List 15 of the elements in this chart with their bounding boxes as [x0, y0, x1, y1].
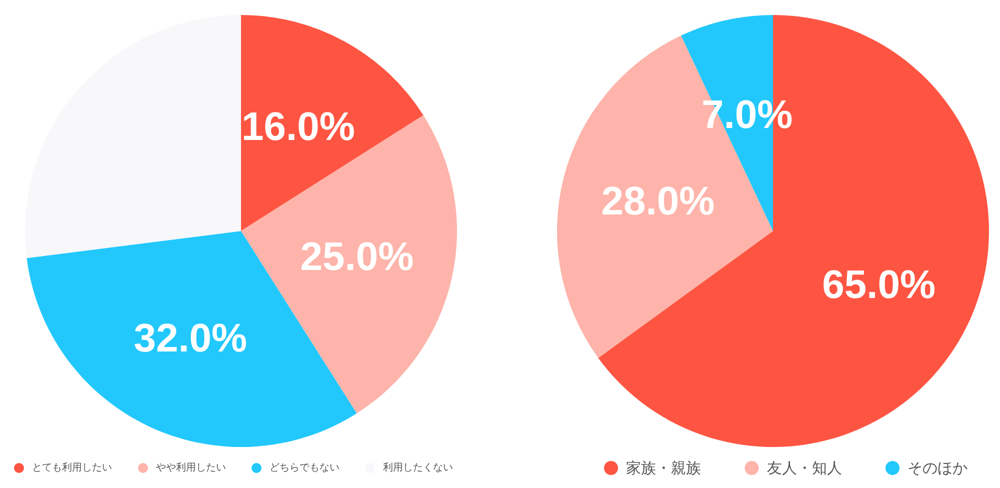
pie-slice [241, 15, 424, 231]
legend-label: とても利用したい [32, 462, 112, 474]
legend-label: やや利用したい [156, 462, 226, 474]
data-label: 28.0% [601, 179, 715, 224]
legend-label: 家族・親族 [626, 459, 701, 477]
data-label: 16.0% [242, 104, 355, 149]
data-label: 25.0% [300, 234, 414, 279]
pie-slice [25, 15, 241, 258]
legend-label: どちらでもない [270, 462, 340, 474]
data-label: 32.0% [134, 316, 248, 360]
pie-slice [598, 15, 989, 447]
data-label: 65.0% [822, 262, 936, 307]
legend-label: 利用したくない [383, 462, 453, 474]
legend-label: 友人・知人 [766, 459, 842, 477]
legend-label: そのほか [908, 459, 968, 477]
